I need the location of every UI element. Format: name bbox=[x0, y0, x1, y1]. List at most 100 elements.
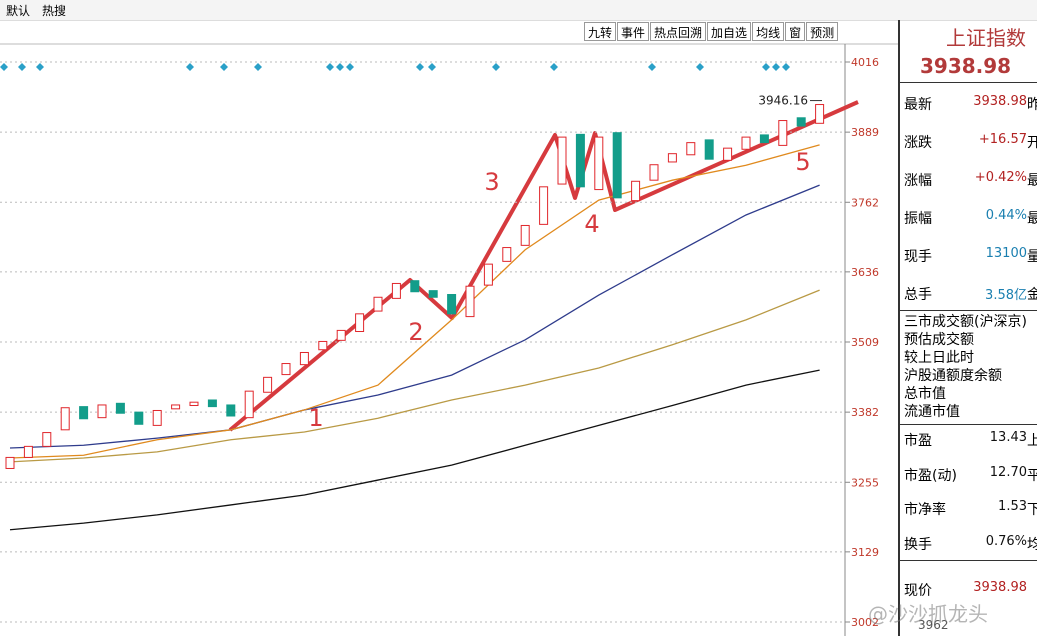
row-label: 市净率 bbox=[904, 502, 946, 518]
row-suffix: 昨 bbox=[1027, 97, 1037, 113]
candle-body bbox=[373, 296, 383, 312]
candle-body bbox=[649, 164, 659, 181]
quote-row: 涨跌 +16.57 开 bbox=[904, 132, 1037, 152]
candle-body bbox=[796, 117, 806, 127]
candle-body bbox=[5, 456, 15, 469]
moving-average bbox=[9, 184, 820, 449]
y-tick-label: 3002 bbox=[851, 616, 879, 629]
candle-body bbox=[244, 390, 254, 419]
peak-label: 3946.16 bbox=[758, 94, 808, 108]
candle-body bbox=[263, 376, 273, 393]
candle-body bbox=[23, 445, 33, 458]
y-tick-label: 3636 bbox=[851, 266, 879, 279]
wave-label: 3 bbox=[484, 168, 499, 196]
y-tick-label: 3762 bbox=[851, 196, 879, 209]
candle-body bbox=[704, 139, 714, 160]
candle-body bbox=[612, 132, 622, 199]
y-tick-label: 3889 bbox=[851, 126, 879, 139]
quote-row: 市净率 1.53 下 bbox=[904, 499, 1037, 519]
candle-body bbox=[594, 136, 604, 191]
bottom-value: 3962 bbox=[918, 618, 949, 632]
tool-button[interactable]: 加自选 bbox=[707, 22, 752, 41]
candle-body bbox=[575, 133, 585, 188]
y-tick-label: 3129 bbox=[851, 546, 879, 559]
row-label: 最新 bbox=[904, 97, 932, 113]
quote-row: 市盈(动) 12.70 平 bbox=[904, 465, 1037, 485]
row-value: 13.43 bbox=[989, 430, 1027, 445]
candle-body bbox=[667, 153, 677, 163]
index-price: 3938.98 bbox=[920, 54, 1012, 78]
separator bbox=[900, 82, 1037, 83]
row-value: 13100 bbox=[985, 246, 1027, 261]
row-suffix: 平 bbox=[1027, 467, 1037, 484]
candle-body bbox=[97, 404, 107, 419]
row-value: 3938.98 bbox=[973, 580, 1027, 595]
quote-row: 市盈 13.43 上 bbox=[904, 430, 1037, 450]
tab[interactable]: 默认 bbox=[6, 4, 31, 18]
row-value: +0.42% bbox=[974, 170, 1027, 185]
candle-body bbox=[299, 351, 309, 366]
row-suffix: 最 bbox=[1027, 211, 1037, 227]
wave-label: 1 bbox=[308, 404, 323, 432]
tool-button[interactable]: 窗 bbox=[785, 22, 806, 41]
quote-row: 振幅 0.44% 最 bbox=[904, 208, 1037, 228]
row-value: 0.44% bbox=[985, 208, 1027, 223]
row-suffix: 上 bbox=[1027, 433, 1037, 449]
y-tick-label: 3382 bbox=[851, 406, 879, 419]
row-suffix: 最 bbox=[1027, 173, 1037, 189]
candle-body bbox=[686, 142, 696, 156]
candle-body bbox=[410, 280, 420, 293]
candle-body bbox=[281, 363, 291, 376]
candle-body bbox=[189, 401, 199, 407]
candle-body bbox=[539, 186, 549, 225]
separator bbox=[900, 310, 1037, 311]
row-value: 12.70 bbox=[989, 464, 1027, 480]
list-item: 预估成交额 bbox=[904, 332, 974, 348]
candle-body bbox=[42, 432, 52, 447]
separator bbox=[900, 560, 1037, 561]
tool-button[interactable]: 热点回溯 bbox=[650, 22, 707, 41]
row-label: 现价 bbox=[904, 583, 932, 599]
candle-body bbox=[152, 409, 162, 426]
moving-average bbox=[9, 369, 820, 531]
quote-row: 总手 3.58亿金 bbox=[904, 284, 1037, 304]
candle-body bbox=[778, 120, 788, 146]
moving-average bbox=[9, 144, 820, 459]
list-item: 总市值 bbox=[904, 386, 946, 402]
signal-markers bbox=[0, 63, 790, 71]
candle-body bbox=[520, 224, 530, 246]
candle-body bbox=[336, 329, 346, 341]
quote-row: 涨幅 +0.42% 最 bbox=[904, 170, 1037, 190]
candle-body bbox=[60, 407, 70, 431]
list-item: 流通市值 bbox=[904, 404, 960, 420]
toolbar: 九转 事件 热点回溯 加自选 均线窗预测 bbox=[584, 22, 839, 41]
candle-body bbox=[207, 399, 217, 408]
candle-body bbox=[355, 313, 365, 333]
row-value: 1.53 bbox=[998, 499, 1027, 514]
row-suffix: 金 bbox=[1027, 287, 1037, 303]
candle-body bbox=[226, 404, 236, 417]
quote-panel: 上证指数 3938.98 最新 3938.98 昨涨跌 +16.57 开涨幅 +0.42% 最振… bbox=[898, 20, 1037, 636]
candle-body bbox=[428, 290, 438, 298]
index-title: 上证指数 bbox=[946, 26, 1026, 50]
wave-label: 5 bbox=[795, 148, 810, 176]
candle-body bbox=[557, 136, 567, 185]
candle-body bbox=[483, 263, 493, 286]
candle-body bbox=[502, 247, 512, 262]
y-tick-label: 4016 bbox=[851, 56, 879, 69]
list-item: 三市成交额(沪深京) bbox=[904, 314, 1027, 330]
candle-body bbox=[759, 134, 769, 144]
tool-button[interactable]: 均线 bbox=[752, 22, 785, 41]
y-tick-label: 3255 bbox=[851, 476, 879, 489]
row-label: 涨幅 bbox=[904, 173, 932, 189]
row-suffix: 下 bbox=[1027, 502, 1037, 518]
tool-button[interactable]: 预测 bbox=[806, 22, 839, 41]
candle-body bbox=[318, 340, 328, 351]
separator bbox=[900, 424, 1037, 425]
y-tick-label: 3509 bbox=[851, 336, 879, 349]
row-suffix: 量 bbox=[1027, 249, 1037, 265]
tool-button[interactable]: 事件 bbox=[617, 22, 650, 41]
candle-body bbox=[815, 104, 825, 124]
tool-button[interactable]: 九转 bbox=[584, 22, 617, 41]
tab[interactable]: 热搜 bbox=[42, 4, 67, 18]
